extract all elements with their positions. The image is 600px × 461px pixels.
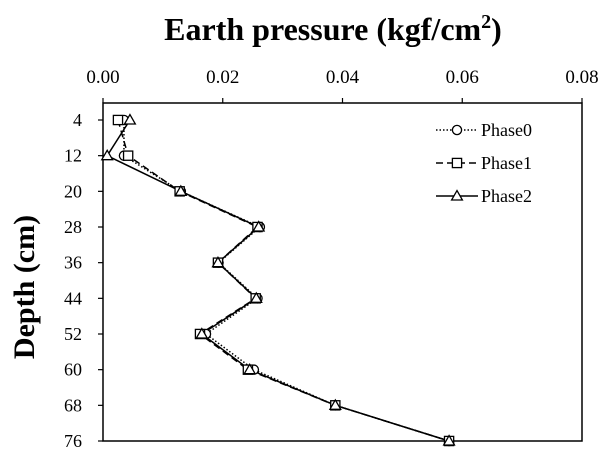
chart-title: Earth pressure (kgf/cm2) xyxy=(164,11,502,47)
data-point-triangle xyxy=(211,255,225,268)
data-point-triangle xyxy=(450,189,464,201)
y-tick-label: 52 xyxy=(64,324,82,344)
markers-phase0 xyxy=(118,114,455,447)
series-line xyxy=(106,119,450,442)
series-phase1 xyxy=(117,119,450,442)
legend-item-phase0: Phase0 xyxy=(436,120,532,140)
x-tick-label: 0.02 xyxy=(206,67,239,88)
data-point-square xyxy=(122,150,134,161)
y-tick-label: 28 xyxy=(64,217,82,237)
chart-title-main: Earth pressure (kgf/cm xyxy=(164,11,481,47)
legend-item-phase1: Phase1 xyxy=(436,153,532,173)
data-point-triangle xyxy=(243,362,257,375)
y-tick-label: 12 xyxy=(64,146,82,166)
data-point-triangle xyxy=(442,434,456,446)
x-tick-label: 0.06 xyxy=(446,67,479,88)
legend: Phase0 Phase1 Phase2 xyxy=(436,120,532,206)
y-axis-label: Depth (cm) xyxy=(8,215,41,359)
legend-label: Phase0 xyxy=(481,120,532,140)
y-tick-label: 76 xyxy=(64,431,82,451)
y-tick-label: 44 xyxy=(64,288,82,308)
x-tick-label: 0.04 xyxy=(326,67,360,88)
data-point-triangle xyxy=(195,327,209,339)
markers-phase2 xyxy=(100,113,456,446)
plot-area: 0.00 0.02 0.04 0.06 0.08 4 12 20 28 36 44 52 60 68 76 xyxy=(64,67,599,451)
data-point-triangle xyxy=(249,291,263,303)
y-tick-label: 68 xyxy=(64,395,82,415)
chart-title-superscript: 2 xyxy=(481,11,491,33)
chart-title-end: ) xyxy=(491,11,502,47)
data-point-circle xyxy=(451,124,463,136)
data-point-square xyxy=(451,157,463,169)
y-tick-label: 4 xyxy=(73,110,82,130)
y-tick-label: 36 xyxy=(64,253,82,273)
series-phase0 xyxy=(123,120,450,442)
y-tick-label: 20 xyxy=(64,181,82,201)
legend-label: Phase1 xyxy=(481,153,532,173)
x-tick-label: 0.08 xyxy=(565,67,598,88)
y-tick-label: 60 xyxy=(64,360,82,380)
data-point-triangle xyxy=(123,113,137,125)
series-line xyxy=(117,119,450,442)
data-point-triangle xyxy=(252,220,266,232)
x-tick-label: 0.00 xyxy=(86,67,119,88)
series-layer xyxy=(100,113,456,447)
data-point-triangle xyxy=(100,148,114,161)
data-point-triangle xyxy=(328,398,342,410)
series-phase2 xyxy=(106,119,450,442)
data-point-square xyxy=(112,114,124,126)
data-point-triangle xyxy=(174,184,188,196)
legend-label: Phase2 xyxy=(481,186,532,206)
series-line xyxy=(123,120,450,442)
markers-phase1 xyxy=(112,114,455,447)
legend-item-phase2: Phase2 xyxy=(436,186,532,206)
